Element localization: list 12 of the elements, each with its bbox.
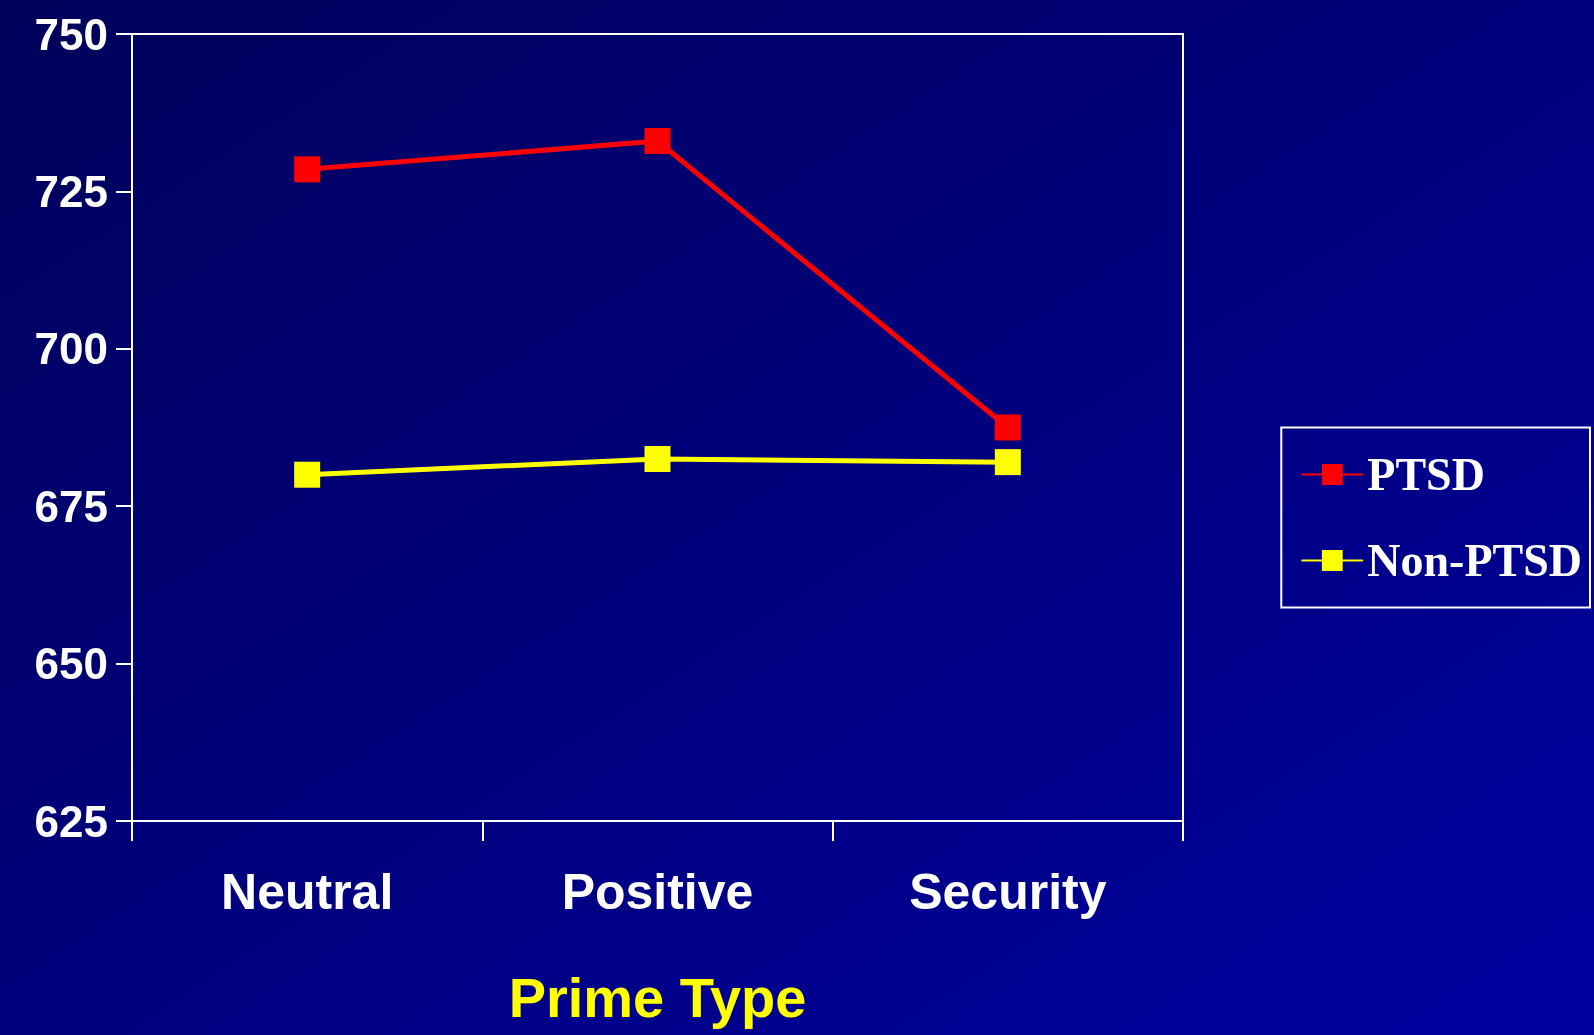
- y-tick-label: 675: [34, 481, 108, 531]
- legend-label: PTSD: [1367, 449, 1485, 500]
- y-tick-label: 725: [34, 166, 108, 216]
- x-tick-label: Positive: [561, 864, 754, 920]
- x-tick-label: Security: [909, 864, 1107, 920]
- y-tick-label: 650: [34, 639, 108, 689]
- y-tick-label: 700: [34, 324, 108, 374]
- y-tick-label: 625: [34, 796, 108, 846]
- legend-label: Non-PTSD: [1367, 535, 1583, 586]
- x-tick-label: Neutral: [221, 864, 394, 920]
- x-axis-title: Prime Type: [508, 965, 807, 1029]
- y-tick-label: 750: [34, 9, 108, 59]
